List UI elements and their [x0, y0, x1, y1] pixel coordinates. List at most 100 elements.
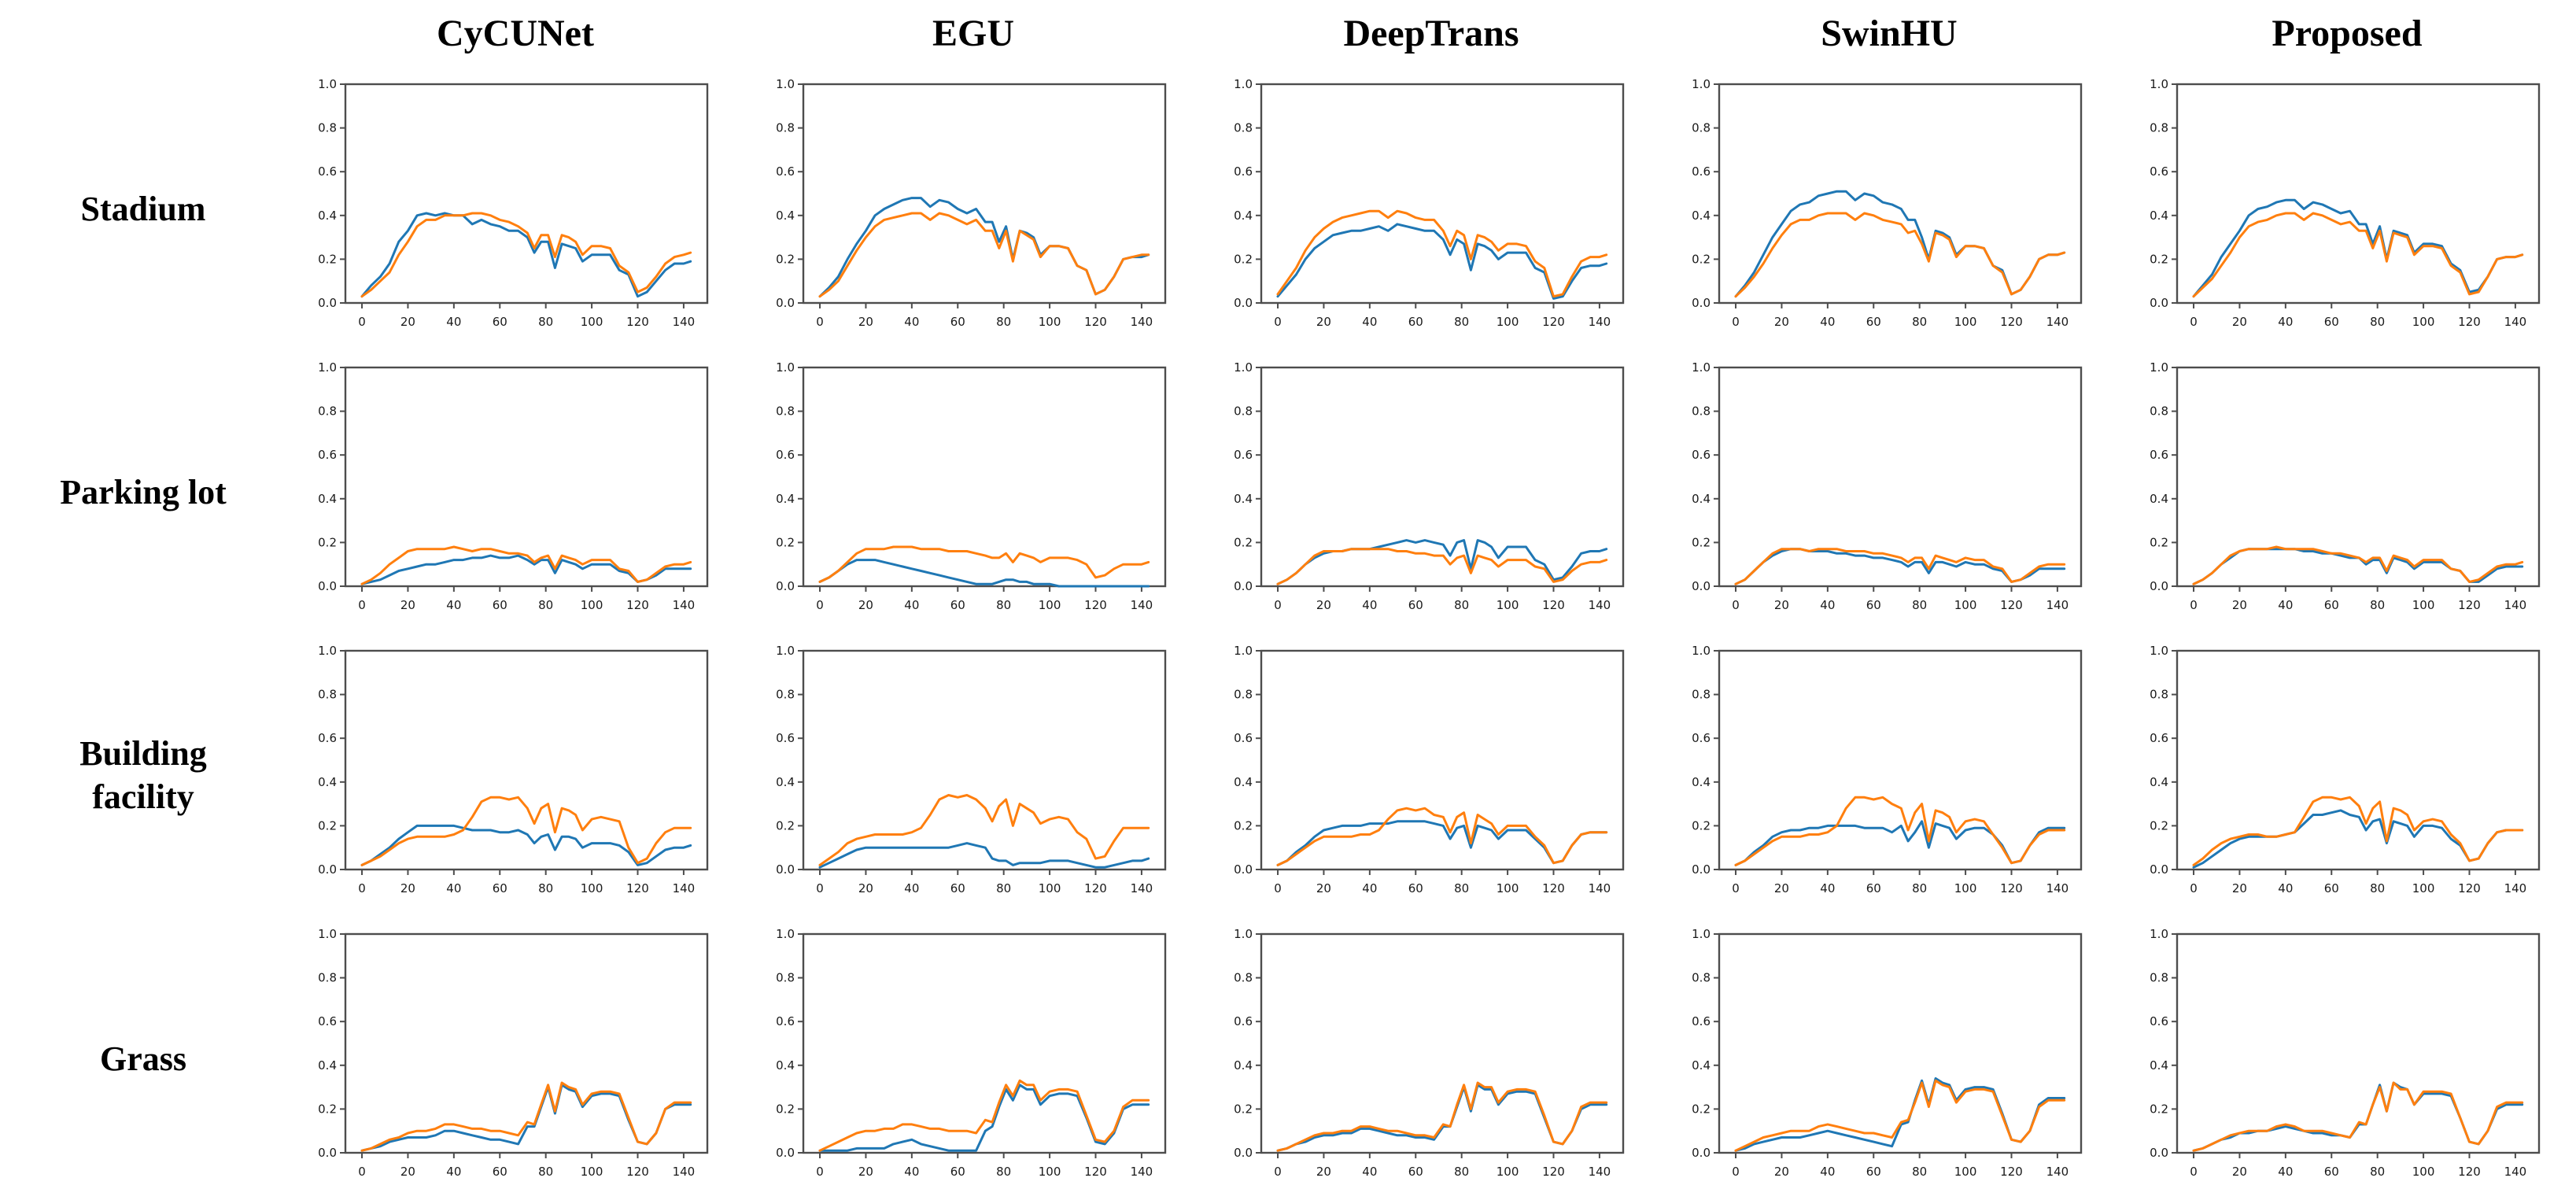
svg-text:0.2: 0.2: [1692, 535, 1711, 549]
column-title-deeptrans: DeepTrans: [1343, 13, 1519, 54]
svg-text:40: 40: [2278, 881, 2293, 895]
svg-text:0.0: 0.0: [1692, 296, 1711, 310]
chart-parking-lot-egu: 0.0 0.2 0.4 0.6 0.8 1.0 0 20 40 60 80 100 120 140: [744, 350, 1202, 633]
row-title-stadium-label: Stadium: [80, 189, 206, 228]
chart-building-facility-deeptrans: 0.0 0.2 0.4 0.6 0.8 1.0 0 20 40 60 80 100 120 140: [1202, 633, 1660, 917]
svg-text:0.8: 0.8: [318, 404, 337, 419]
line-series-blue: [2192, 198, 2524, 298]
svg-text:140: 140: [2504, 881, 2527, 895]
svg-text:1.0: 1.0: [776, 77, 795, 91]
svg-text:1.0: 1.0: [2150, 644, 2168, 658]
svg-text:1.0: 1.0: [1234, 644, 1253, 658]
line-series-blue: [818, 559, 1150, 588]
svg-text:0.2: 0.2: [776, 1102, 795, 1116]
svg-text:40: 40: [1362, 1165, 1377, 1179]
svg-text:20: 20: [858, 598, 873, 612]
line-series-blue: [360, 1084, 692, 1152]
row-title-parking-lot-label: Parking lot: [60, 472, 227, 511]
svg-text:0.2: 0.2: [2150, 252, 2168, 266]
svg-text:0.2: 0.2: [318, 535, 337, 549]
svg-text:0.2: 0.2: [1234, 1102, 1253, 1116]
svg-text:60: 60: [493, 881, 507, 895]
line-series-orange: [360, 1081, 692, 1152]
svg-text:20: 20: [400, 598, 415, 612]
svg-text:80: 80: [538, 598, 553, 612]
svg-text:100: 100: [1954, 315, 1977, 329]
line-series-orange: [1276, 209, 1608, 298]
svg-text:100: 100: [1954, 1165, 1977, 1179]
chart-stadium-deeptrans: 0.0 0.2 0.4 0.6 0.8 1.0 0 20 40 60 80 100 120 140: [1202, 67, 1660, 350]
svg-text:60: 60: [1408, 1165, 1423, 1179]
svg-text:100: 100: [1497, 1165, 1519, 1179]
svg-text:1.0: 1.0: [1234, 77, 1253, 91]
svg-text:140: 140: [673, 598, 696, 612]
svg-text:100: 100: [1039, 881, 1061, 895]
chart-grass-deeptrans: 0.0 0.2 0.4 0.6 0.8 1.0 0 20 40 60 80 100 120 140: [1202, 917, 1660, 1200]
line-series-blue: [1276, 223, 1608, 300]
chart-building-facility-swinhu: 0.0 0.2 0.4 0.6 0.8 1.0 0 20 40 60 80 100 120 140: [1660, 633, 2118, 917]
svg-text:140: 140: [1131, 881, 1153, 895]
svg-text:0.2: 0.2: [2150, 1102, 2168, 1116]
svg-text:0.2: 0.2: [318, 1102, 337, 1116]
svg-text:120: 120: [2458, 315, 2481, 329]
svg-text:20: 20: [2232, 315, 2247, 329]
svg-text:60: 60: [493, 598, 507, 612]
chart-building-facility-egu: 0.0 0.2 0.4 0.6 0.8 1.0 0 20 40 60 80 100 120 140: [744, 633, 1202, 917]
svg-text:80: 80: [996, 315, 1011, 329]
svg-text:140: 140: [2046, 598, 2069, 612]
svg-text:80: 80: [538, 315, 553, 329]
svg-text:140: 140: [1131, 598, 1153, 612]
svg-text:100: 100: [581, 315, 603, 329]
svg-text:80: 80: [1912, 598, 1927, 612]
svg-text:40: 40: [2278, 1165, 2293, 1179]
svg-text:1.0: 1.0: [1234, 360, 1253, 375]
svg-text:40: 40: [1820, 1165, 1835, 1179]
svg-text:0.6: 0.6: [318, 1014, 337, 1028]
svg-text:40: 40: [904, 881, 919, 895]
svg-text:60: 60: [950, 1165, 965, 1179]
chart-building-facility-cycunet: 0.0 0.2 0.4 0.6 0.8 1.0 0 20 40 60 80 100 120 140: [286, 633, 744, 917]
row-title-building-facility-label: Building facility: [79, 734, 207, 816]
svg-text:20: 20: [400, 315, 415, 329]
svg-text:120: 120: [626, 598, 649, 612]
svg-text:120: 120: [1084, 315, 1107, 329]
svg-text:0.0: 0.0: [318, 862, 337, 877]
line-series-orange: [1734, 212, 2066, 298]
svg-text:40: 40: [1362, 315, 1377, 329]
chart-parking-lot-swinhu: 0.0 0.2 0.4 0.6 0.8 1.0 0 20 40 60 80 100 120 140: [1660, 350, 2118, 633]
column-title-egu: EGU: [932, 13, 1014, 54]
svg-text:0: 0: [1732, 881, 1740, 895]
svg-text:120: 120: [1084, 1165, 1107, 1179]
row-title-grass: Grass: [0, 917, 286, 1200]
line-series-orange: [1276, 1081, 1608, 1152]
svg-text:0.6: 0.6: [1692, 1014, 1711, 1028]
chart-parking-lot-deeptrans: 0.0 0.2 0.4 0.6 0.8 1.0 0 20 40 60 80 100 120 140: [1202, 350, 1660, 633]
line-series-blue: [1734, 820, 2066, 866]
svg-text:20: 20: [400, 881, 415, 895]
svg-text:100: 100: [2412, 598, 2435, 612]
line-series-blue: [1734, 548, 2066, 585]
svg-text:1.0: 1.0: [318, 360, 337, 375]
svg-text:0.8: 0.8: [776, 971, 795, 985]
svg-text:80: 80: [2370, 881, 2385, 895]
svg-text:0.2: 0.2: [1234, 252, 1253, 266]
svg-text:0.6: 0.6: [2150, 731, 2168, 745]
svg-text:0.6: 0.6: [776, 1014, 795, 1028]
svg-text:0: 0: [2190, 881, 2198, 895]
svg-text:0.0: 0.0: [776, 862, 795, 877]
chart-stadium-swinhu: 0.0 0.2 0.4 0.6 0.8 1.0 0 20 40 60 80 100 120 140: [1660, 67, 2118, 350]
svg-text:0.4: 0.4: [1234, 775, 1253, 789]
column-title-cycunet: CyCUNet: [437, 13, 594, 54]
svg-text:0.6: 0.6: [1234, 448, 1253, 462]
svg-text:60: 60: [2324, 1165, 2339, 1179]
svg-text:0.4: 0.4: [2150, 775, 2168, 789]
svg-text:0.0: 0.0: [318, 296, 337, 310]
svg-text:0: 0: [2190, 315, 2198, 329]
svg-text:60: 60: [950, 315, 965, 329]
svg-text:0.8: 0.8: [2150, 121, 2168, 135]
svg-text:80: 80: [996, 881, 1011, 895]
line-series-blue: [1276, 820, 1608, 866]
svg-text:140: 140: [1589, 315, 1611, 329]
svg-text:140: 140: [673, 881, 696, 895]
